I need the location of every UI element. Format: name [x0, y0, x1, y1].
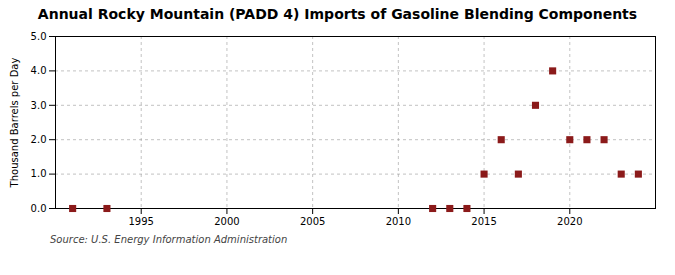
svg-text:2010: 2010 — [386, 216, 411, 227]
svg-text:Thousand Barrels per Day: Thousand Barrels per Day — [9, 58, 20, 189]
svg-text:2015: 2015 — [471, 216, 496, 227]
svg-text:2000: 2000 — [214, 216, 239, 227]
svg-text:5.0: 5.0 — [31, 31, 47, 42]
svg-text:1.0: 1.0 — [31, 168, 47, 179]
svg-text:2020: 2020 — [557, 216, 582, 227]
svg-text:0.0: 0.0 — [31, 203, 47, 214]
svg-text:1995: 1995 — [128, 216, 153, 227]
svg-text:2.0: 2.0 — [31, 134, 47, 145]
svg-text:3.0: 3.0 — [31, 100, 47, 111]
svg-text:4.0: 4.0 — [31, 65, 47, 76]
html-text:Source: U.S. Energy Informatio: Source: U.S. Energy Information Administ… — [50, 234, 288, 245]
html-text:Annual Rocky Mountain (PADD 4): Annual Rocky Mountain (PADD 4) Imports o… — [37, 6, 638, 22]
svg-text:2005: 2005 — [300, 216, 325, 227]
